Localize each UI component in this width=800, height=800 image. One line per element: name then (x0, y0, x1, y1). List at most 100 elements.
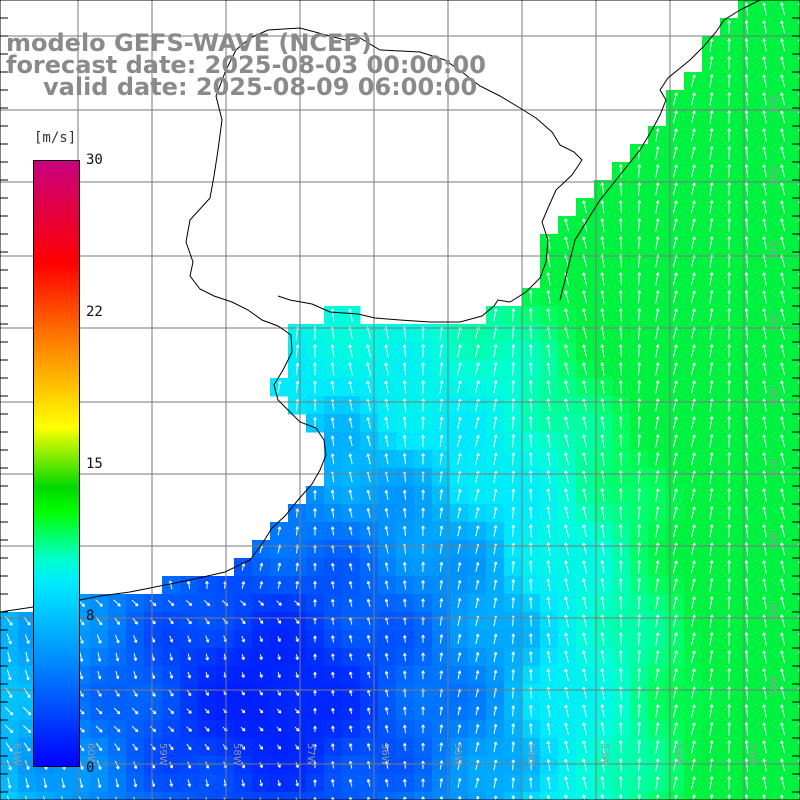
latitude-label: 39S (767, 602, 778, 621)
wind-vector (582, 236, 588, 250)
wind-vector (511, 705, 516, 717)
wind-vector (546, 560, 551, 574)
wind-vector (762, 560, 767, 574)
wind-vector (384, 580, 389, 590)
wind-vector (727, 470, 732, 484)
wind-vector (511, 380, 516, 394)
wind-vector (744, 128, 749, 142)
wind-vector (528, 759, 533, 771)
wind-vector (330, 635, 335, 643)
wind-vector (672, 542, 678, 556)
field-cell (792, 288, 800, 307)
wind-vector (762, 596, 767, 610)
wind-vector (691, 452, 696, 466)
wind-vector (546, 668, 551, 681)
wind-vector (564, 470, 570, 484)
wind-vector (672, 776, 678, 790)
wind-vector (528, 542, 533, 556)
wind-vector (655, 506, 660, 520)
latitude-label: 38S (767, 530, 778, 549)
wind-vector (655, 272, 660, 286)
field-cell (432, 792, 451, 800)
wind-vector (402, 778, 407, 787)
wind-vector (709, 434, 714, 448)
wind-vector (709, 542, 714, 556)
wind-vector (131, 599, 139, 607)
wind-vector (402, 724, 407, 734)
wind-vector (185, 600, 193, 607)
wind-vector (672, 344, 678, 358)
wind-vector (600, 488, 605, 502)
coastline-north (559, 0, 761, 301)
wind-vector (564, 542, 570, 556)
wind-vector (691, 434, 696, 448)
wind-vector (672, 560, 678, 574)
wind-vector (780, 38, 786, 52)
wind-vector (744, 434, 749, 448)
wind-vector (421, 362, 426, 376)
wind-vector (780, 416, 786, 430)
wind-vector (439, 778, 444, 788)
wind-vector (348, 344, 353, 358)
wind-vector (168, 580, 173, 590)
wind-vector (744, 560, 749, 574)
wind-vector (546, 470, 551, 484)
wind-vector (439, 742, 444, 752)
wind-vector (600, 668, 605, 682)
wind-vector (709, 290, 714, 304)
wind-vector (780, 524, 786, 538)
wind-vector (439, 362, 444, 376)
wind-vector (402, 453, 407, 465)
field-cell (414, 792, 433, 800)
wind-vector (600, 272, 605, 286)
wind-vector (744, 20, 749, 34)
wind-vector (402, 706, 407, 716)
wind-vector (637, 758, 642, 772)
wind-vector (637, 470, 642, 484)
wind-vector (475, 777, 480, 789)
wind-vector (709, 344, 714, 358)
wind-vector (457, 525, 462, 537)
wind-vector (618, 614, 623, 628)
field-cell (198, 792, 217, 800)
wind-vector (439, 706, 444, 716)
wind-vector (618, 362, 623, 376)
wind-vector (258, 618, 264, 624)
field-cell (792, 738, 800, 757)
wind-vector (618, 488, 623, 502)
wind-vector (762, 506, 767, 520)
wind-vector (780, 74, 786, 88)
wind-vector (709, 578, 714, 592)
wind-vector (259, 636, 263, 643)
wind-vector (313, 344, 317, 358)
wind-vector (384, 507, 389, 518)
wind-vector (637, 668, 642, 682)
wind-vector (113, 707, 121, 715)
wind-vector (24, 760, 30, 770)
wind-vector (727, 128, 732, 142)
wind-vector (744, 704, 749, 718)
wind-vector (348, 435, 353, 447)
wind-vector (79, 796, 82, 800)
wind-vector (511, 777, 516, 789)
colorbar-unit: [m/s] (34, 130, 77, 146)
wind-vector (366, 435, 371, 447)
wind-vector (691, 128, 696, 142)
wind-vector (691, 308, 696, 322)
wind-vector (582, 380, 588, 394)
wind-vector (672, 236, 678, 250)
field-cell (216, 792, 235, 800)
wind-vector (511, 579, 516, 591)
wind-vector (691, 776, 696, 790)
wind-vector (348, 380, 353, 394)
wind-vector (727, 506, 732, 520)
wind-vector (637, 200, 642, 214)
wind-vector (528, 741, 533, 753)
wind-vector (709, 38, 714, 52)
colorbar-tick-30: 30 (86, 152, 103, 168)
wind-vector (25, 777, 30, 789)
wind-vector (637, 488, 642, 502)
wind-vector (637, 380, 642, 394)
wind-vector (528, 470, 533, 484)
wind-vector (637, 272, 642, 286)
